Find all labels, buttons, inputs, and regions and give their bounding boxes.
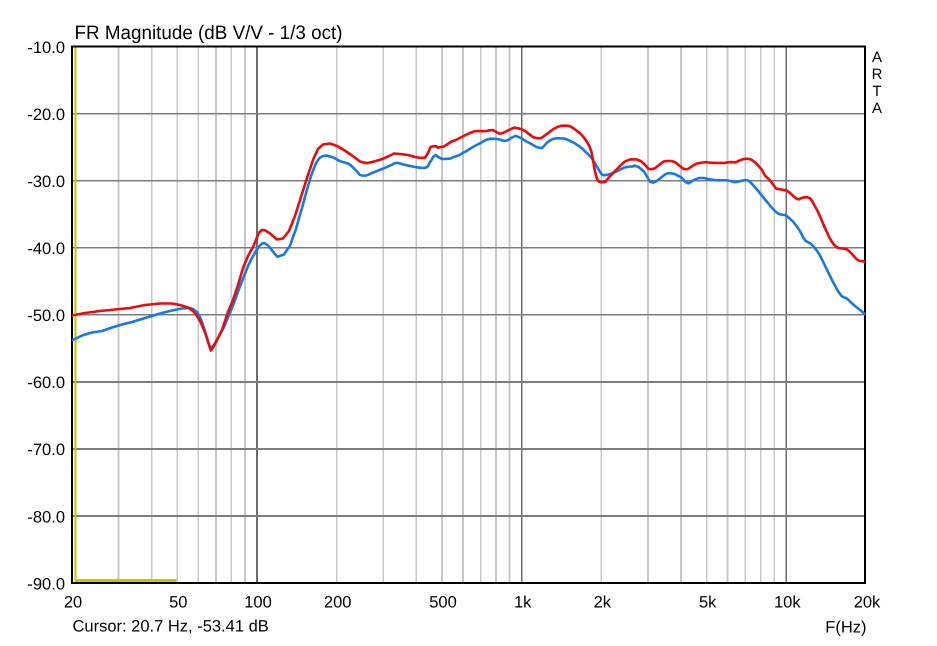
svg-text:5k: 5k (699, 594, 717, 612)
svg-text:-40.0: -40.0 (27, 240, 65, 258)
svg-text:10k: 10k (774, 594, 801, 612)
svg-text:500: 500 (429, 594, 457, 612)
svg-text:F(Hz): F(Hz) (825, 619, 866, 637)
svg-text:-70.0: -70.0 (27, 441, 65, 459)
svg-text:-10.0: -10.0 (27, 39, 65, 57)
svg-text:2k: 2k (594, 594, 612, 612)
svg-text:-30.0: -30.0 (27, 173, 65, 191)
svg-text:T: T (872, 83, 881, 100)
svg-text:-80.0: -80.0 (27, 508, 65, 526)
svg-text:-50.0: -50.0 (27, 307, 65, 325)
svg-text:A: A (872, 49, 882, 66)
svg-text:Cursor: 20.7 Hz, -53.41 dB: Cursor: 20.7 Hz, -53.41 dB (73, 618, 269, 636)
svg-text:50: 50 (169, 594, 187, 612)
svg-text:-20.0: -20.0 (27, 106, 65, 124)
svg-text:FR Magnitude (dB V/V - 1/3 oct: FR Magnitude (dB V/V - 1/3 oct) (75, 22, 343, 44)
svg-text:20: 20 (64, 594, 82, 612)
svg-text:1k: 1k (514, 594, 532, 612)
svg-text:A: A (872, 100, 882, 117)
svg-text:-90.0: -90.0 (27, 575, 65, 593)
svg-text:R: R (872, 66, 883, 83)
svg-text:20k: 20k (854, 594, 881, 612)
svg-text:200: 200 (324, 594, 352, 612)
svg-text:-60.0: -60.0 (27, 374, 65, 392)
svg-text:100: 100 (244, 594, 272, 612)
